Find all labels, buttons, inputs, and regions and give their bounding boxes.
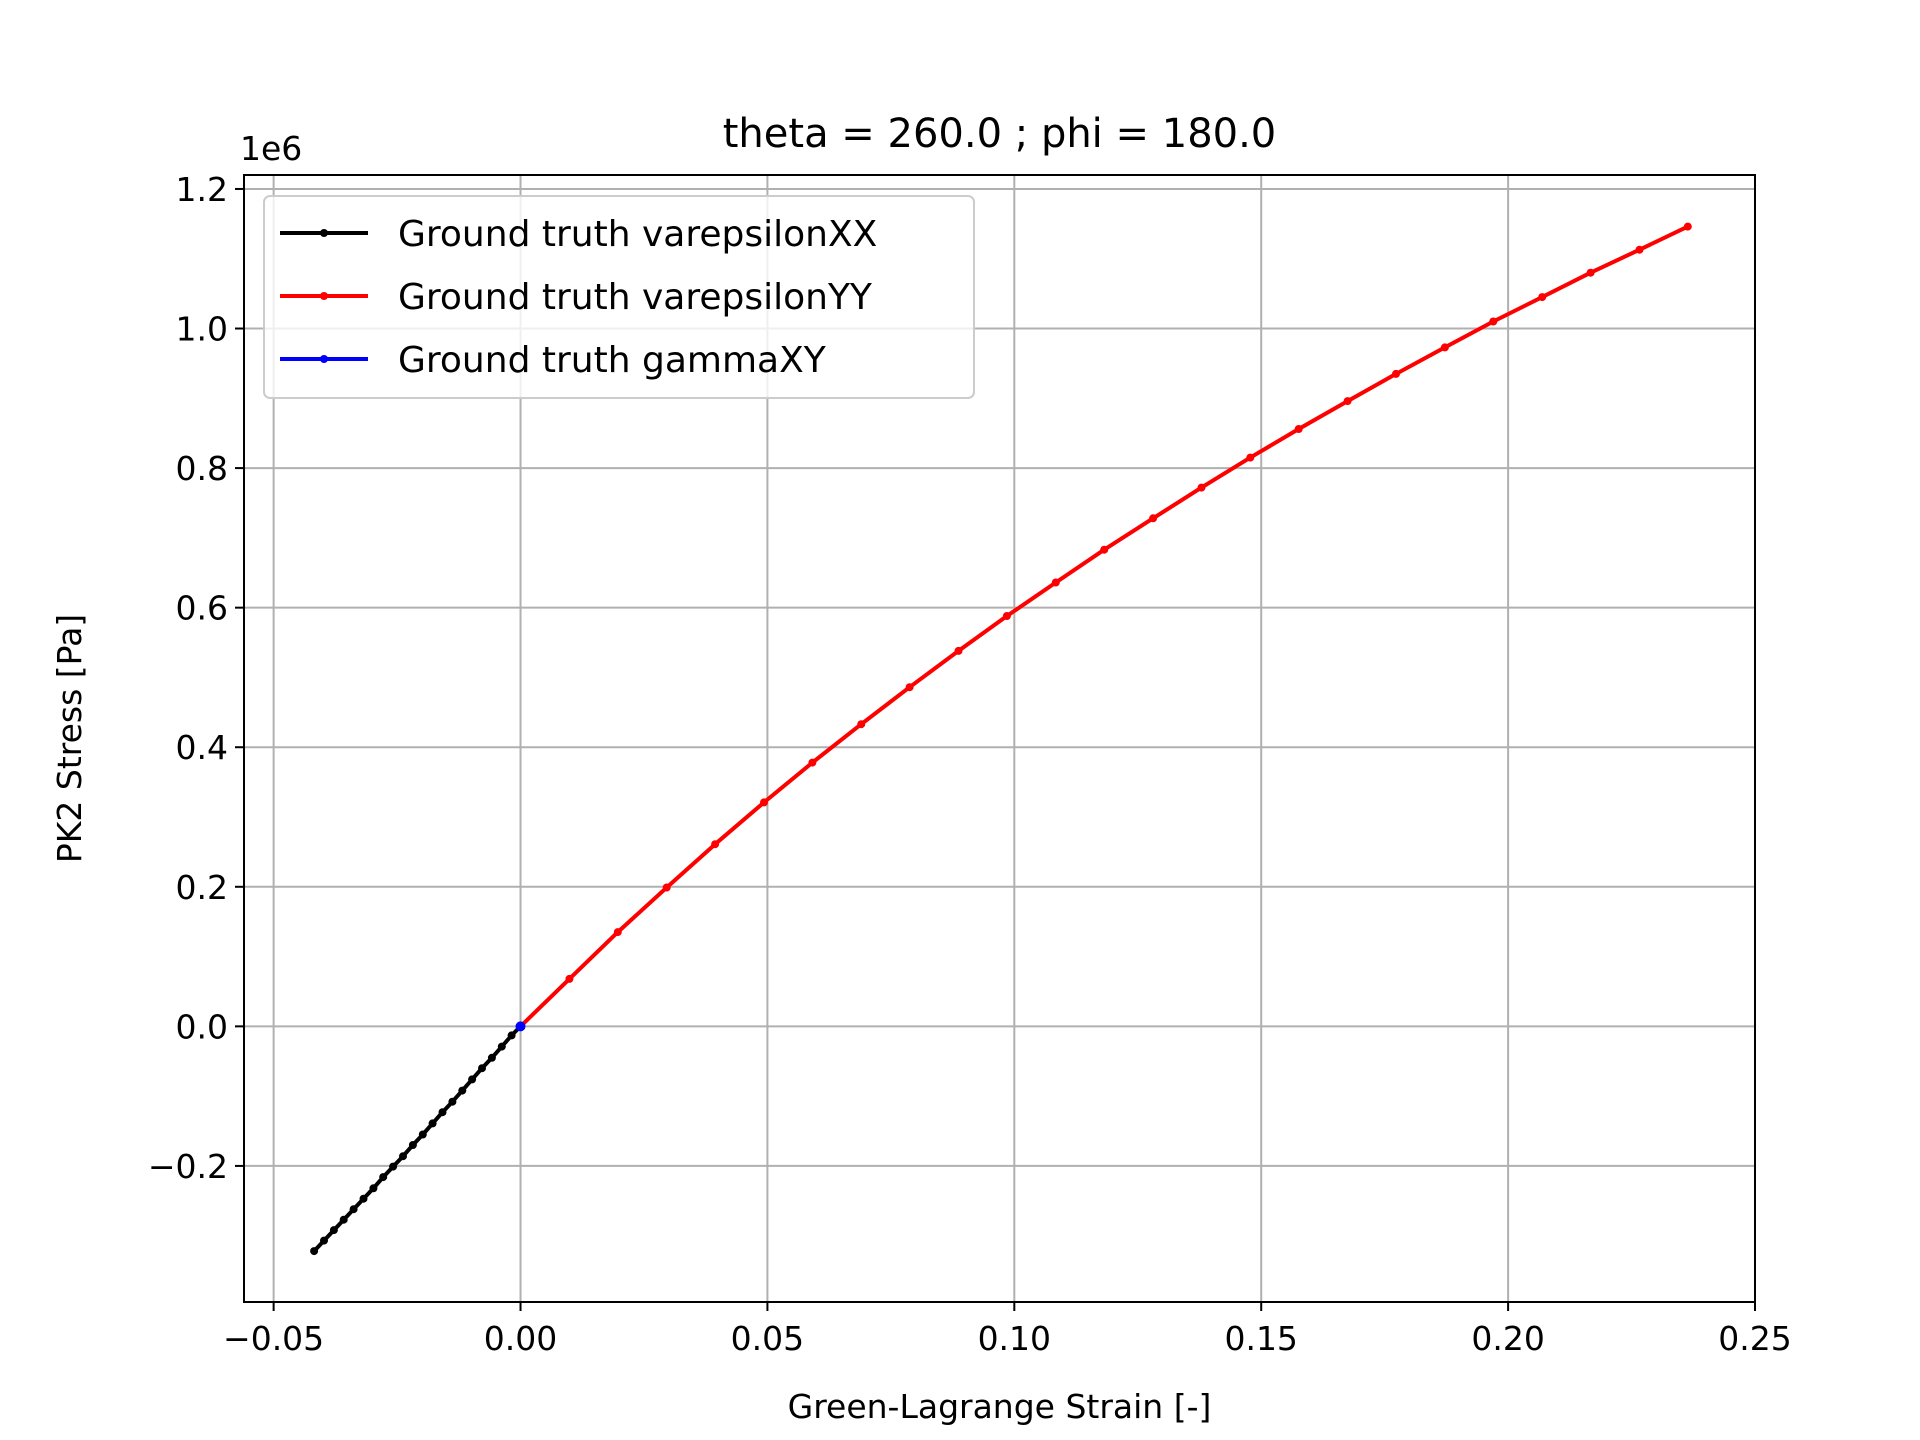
data-point: [468, 1075, 477, 1084]
data-point: [438, 1108, 447, 1117]
data-point: [448, 1097, 457, 1106]
y-tick-label: 0.2: [176, 868, 228, 907]
data-point: [662, 883, 671, 892]
data-point: [497, 1042, 506, 1051]
y-tick-label: −0.2: [148, 1147, 228, 1186]
data-point: [418, 1130, 427, 1139]
data-point: [1246, 453, 1255, 462]
ticks: −0.05 0.00 0.05 0.10 0.15 0.20 0.25 −0.2 0.0 0.2 0…: [148, 170, 1792, 1358]
y-tick-label: 1.0: [176, 310, 228, 349]
data-point: [399, 1152, 407, 1161]
data-point: [1002, 612, 1011, 620]
data-point: [339, 1215, 348, 1224]
data-point: [1586, 268, 1595, 277]
series-2: [516, 222, 1692, 1031]
data-point: [379, 1173, 388, 1182]
data-point: [389, 1162, 398, 1171]
x-tick-label: 0.15: [1224, 1319, 1297, 1358]
legend: Ground truth varepsilonXX Ground truth va…: [263, 195, 975, 399]
data-point: [1489, 317, 1498, 326]
x-tick-label: 0.05: [731, 1319, 804, 1358]
y-tick-label: 0.8: [176, 449, 228, 488]
y-tick-label: 0.0: [176, 1007, 228, 1046]
data-point: [428, 1119, 437, 1128]
legend-label: Ground truth gammaXY: [398, 340, 827, 381]
x-tick-label: −0.05: [223, 1319, 324, 1358]
data-point: [1343, 397, 1352, 406]
data-point: [1149, 514, 1158, 523]
x-tick-label: 0.25: [1718, 1319, 1791, 1358]
data-point: [1440, 343, 1449, 352]
x-axis-label: Green-Lagrange Strain [-]: [788, 1387, 1212, 1426]
data-point: [1538, 293, 1547, 302]
data-point: [905, 683, 914, 692]
series-3: [515, 1021, 526, 1032]
legend-marker: [320, 292, 328, 300]
legend-box: [263, 195, 975, 399]
series-1: [310, 1022, 525, 1256]
y-tick-label: 0.6: [176, 589, 228, 628]
series-line: [312, 1024, 522, 1253]
legend-item: Ground truth varepsilonXX: [280, 214, 877, 255]
x-tick-label: 0.10: [978, 1319, 1051, 1358]
legend-marker: [320, 229, 328, 237]
data-point: [369, 1184, 378, 1193]
data-point: [613, 928, 622, 937]
data-point: [1392, 369, 1400, 378]
data-point: [310, 1247, 319, 1256]
plot-frame: [243, 174, 1756, 1303]
legend-label: Ground truth varepsilonXX: [398, 214, 877, 255]
chart-title: theta = 260.0 ; phi = 180.0: [723, 111, 1277, 157]
data-point: [808, 758, 817, 767]
y-tick-label: 1.2: [176, 170, 228, 209]
series-layer: [310, 222, 1692, 1256]
y-tick-label: 0.4: [176, 728, 228, 767]
data-point: [711, 840, 720, 849]
data-point: [1051, 578, 1060, 587]
data-point: [1635, 245, 1644, 254]
data-point: [478, 1064, 486, 1073]
data-point: [359, 1194, 368, 1203]
data-point: [760, 798, 768, 807]
data-point: [349, 1205, 358, 1214]
data-point: [408, 1141, 417, 1149]
data-point: [565, 974, 574, 983]
data-point: [507, 1031, 516, 1040]
data-point: [954, 646, 963, 655]
legend-item: Ground truth varepsilonYY: [280, 277, 873, 318]
legend-item: Ground truth gammaXY: [280, 340, 827, 381]
legend-marker: [320, 355, 328, 363]
y-axis-offset-label: 1e6: [240, 129, 302, 168]
data-point: [857, 720, 866, 729]
data-point: [1294, 425, 1303, 433]
data-point: [329, 1226, 338, 1235]
x-tick-label: 0.20: [1471, 1319, 1544, 1358]
data-point: [1197, 483, 1206, 492]
data-point: [515, 1021, 526, 1032]
data-point: [320, 1236, 328, 1245]
data-point: [487, 1053, 496, 1062]
x-tick-label: 0.00: [484, 1319, 557, 1358]
legend-label: Ground truth varepsilonYY: [398, 277, 873, 318]
y-axis-label: PK2 Stress [Pa]: [50, 614, 89, 863]
data-point: [1683, 222, 1692, 231]
data-point: [458, 1086, 467, 1095]
data-point: [1100, 545, 1109, 554]
